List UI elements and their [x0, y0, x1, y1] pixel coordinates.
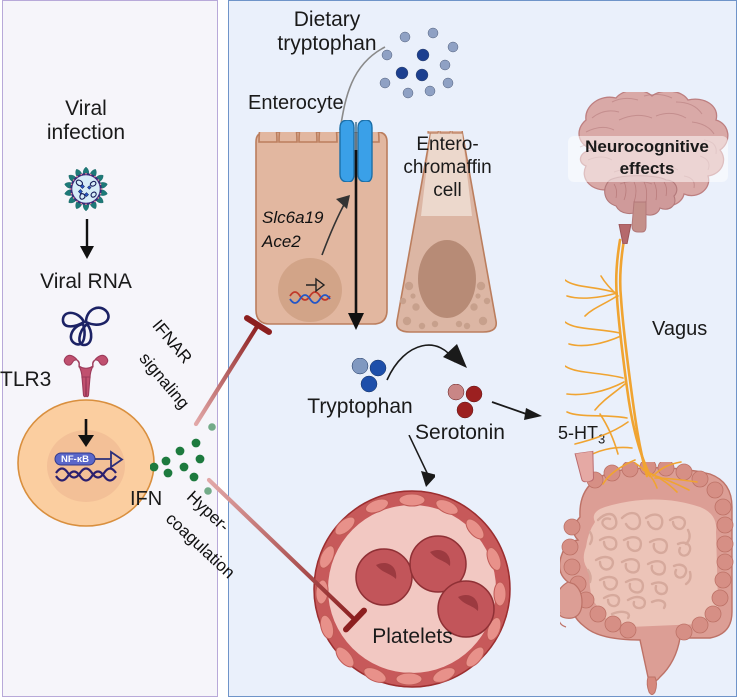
svg-text:NF-κB: NF-κB: [61, 454, 89, 465]
